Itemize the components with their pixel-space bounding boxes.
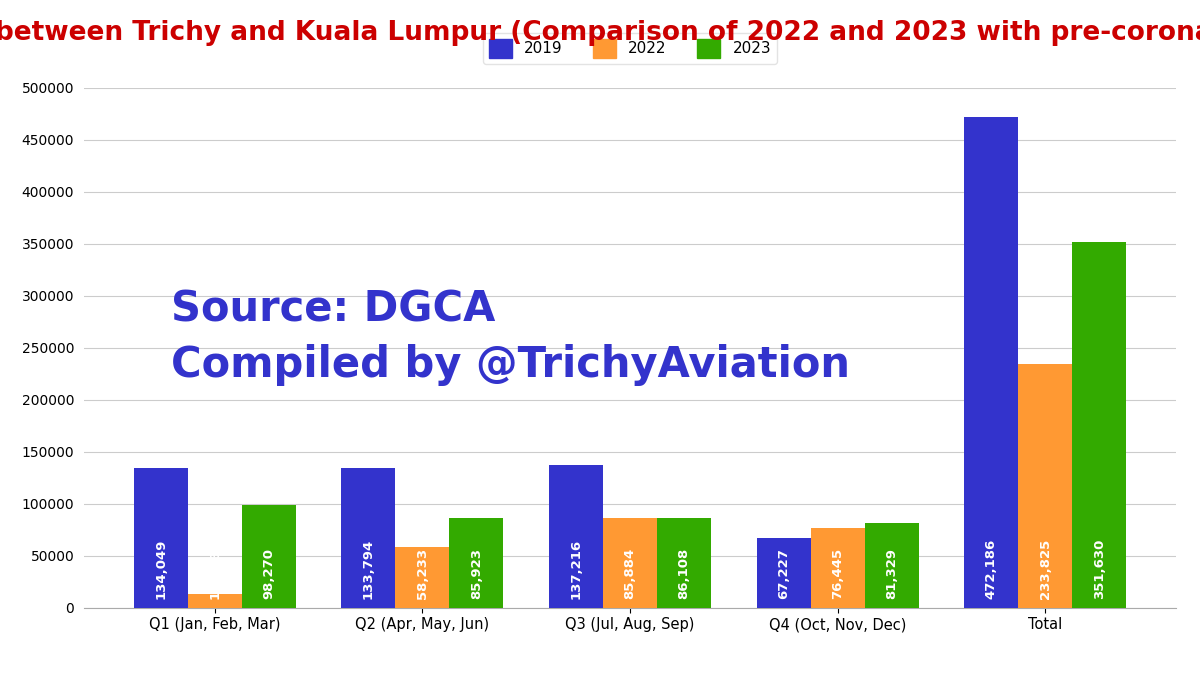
Text: 13,263: 13,263: [208, 548, 221, 599]
Bar: [1019, 364, 1073, 608]
Bar: [187, 594, 241, 608]
Bar: [449, 518, 503, 608]
Bar: [811, 528, 865, 608]
Text: 86,108: 86,108: [678, 548, 690, 599]
Bar: [550, 465, 604, 608]
Bar: [865, 523, 919, 608]
Text: Source: DGCA
Compiled by @TrichyAviation: Source: DGCA Compiled by @TrichyAviation: [172, 289, 851, 386]
Bar: [757, 537, 811, 608]
Bar: [241, 506, 295, 608]
Text: 134,049: 134,049: [154, 539, 167, 599]
Text: 137,216: 137,216: [570, 539, 582, 599]
Text: 58,233: 58,233: [416, 548, 428, 599]
Text: 85,884: 85,884: [624, 548, 636, 599]
Text: 233,825: 233,825: [1039, 539, 1052, 599]
Bar: [656, 518, 710, 608]
Text: 133,794: 133,794: [362, 539, 374, 599]
Text: 98,270: 98,270: [262, 548, 275, 599]
Bar: [1073, 242, 1127, 608]
Text: 351,630: 351,630: [1093, 539, 1106, 599]
Bar: [133, 468, 187, 608]
Bar: [965, 117, 1019, 608]
Text: 81,329: 81,329: [886, 548, 898, 599]
Text: 67,227: 67,227: [778, 548, 790, 599]
Bar: [341, 468, 395, 608]
Bar: [604, 518, 656, 608]
Text: 472,186: 472,186: [985, 539, 998, 599]
Legend: 2019, 2022, 2023: 2019, 2022, 2023: [482, 33, 778, 64]
Text: 76,445: 76,445: [832, 548, 844, 599]
Text: 85,923: 85,923: [470, 548, 482, 599]
Bar: [395, 547, 449, 608]
Text: Traffic between Trichy and Kuala Lumpur (Comparison of 2022 and 2023 with pre-co: Traffic between Trichy and Kuala Lumpur …: [0, 20, 1200, 47]
